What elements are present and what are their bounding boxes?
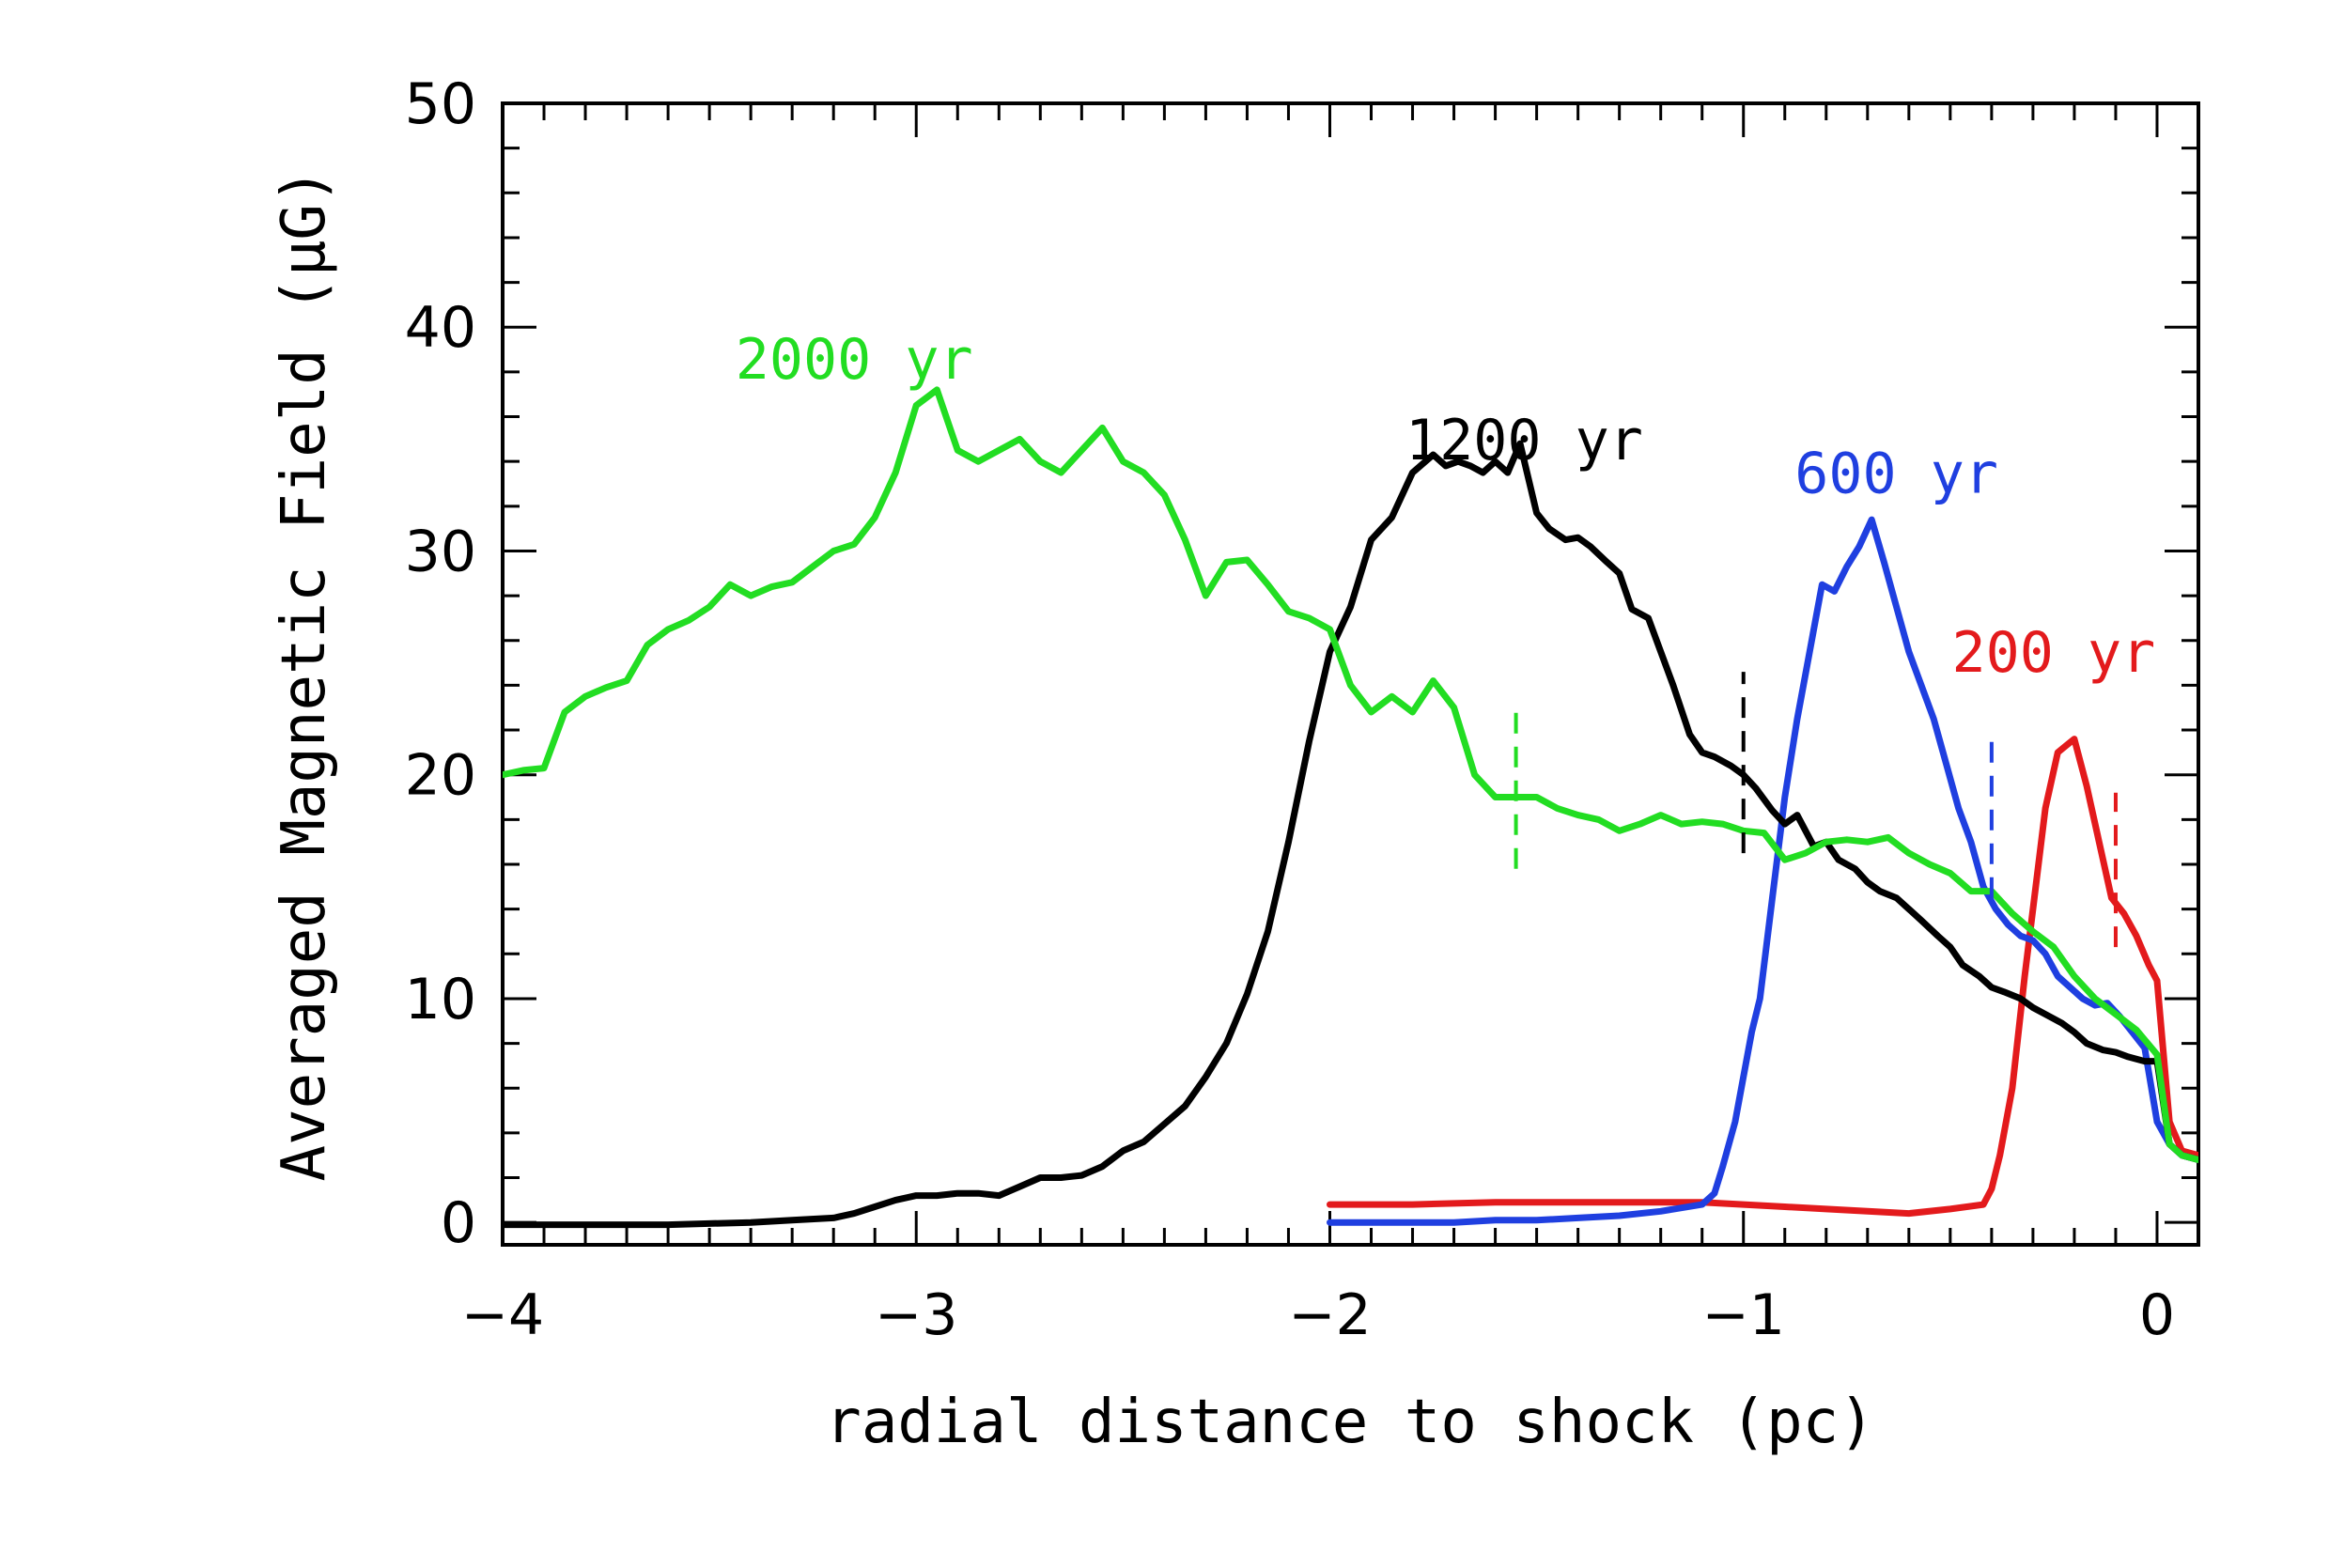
y-axis-title: Averaged Magnetic Field (μG) — [270, 168, 339, 1182]
y-tick-label: 10 — [405, 967, 476, 1032]
tick-labels: −4 −3 −2 −1 0 0 10 20 30 40 50 — [405, 71, 2175, 1348]
series-label-200-yr: 200 yr — [1952, 620, 2156, 686]
series-group — [503, 386, 2198, 1229]
series-label-600-yr: 600 yr — [1794, 442, 1998, 507]
y-tick-label: 30 — [405, 519, 476, 584]
y-tick-label: 40 — [405, 295, 476, 361]
series-labels: 200 yr 600 yr 1200 yr 2000 yr — [736, 327, 2156, 686]
y-tick-label: 20 — [405, 743, 476, 809]
series-label-2000-yr: 2000 yr — [736, 327, 973, 393]
x-axis-title: radial distance to shock (pc) — [825, 1388, 1874, 1457]
shock-markers — [1514, 672, 2118, 948]
x-tick-label: −3 — [875, 1282, 957, 1348]
y-tick-label: 50 — [405, 71, 476, 137]
x-tick-label: −4 — [461, 1282, 544, 1348]
axes — [501, 101, 2200, 1247]
axis-ticks — [501, 101, 2200, 1245]
x-tick-label: −2 — [1288, 1282, 1371, 1348]
x-tick-label: −1 — [1702, 1282, 1785, 1348]
y-tick-label: 0 — [441, 1190, 476, 1256]
x-tick-label: 0 — [2139, 1282, 2175, 1348]
series-line-1200-yr — [503, 440, 2198, 1229]
series-line-600-yr — [1327, 516, 2198, 1226]
series-line-2000-yr — [503, 386, 2198, 1163]
series-label-1200-yr: 1200 yr — [1405, 408, 1643, 474]
plot-frame — [501, 101, 2200, 1247]
